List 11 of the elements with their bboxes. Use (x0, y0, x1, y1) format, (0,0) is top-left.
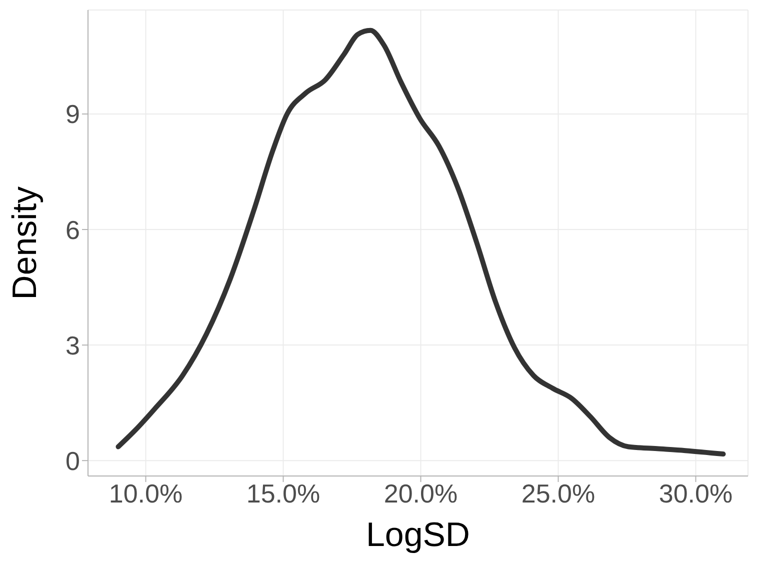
x-tick-label: 10.0% (108, 478, 183, 508)
x-tick-label: 25.0% (521, 478, 596, 508)
y-tick-label: 0 (66, 446, 80, 476)
y-tick-label: 6 (66, 214, 80, 245)
x-tick-label: 15.0% (246, 478, 320, 508)
x-axis-title: LogSD (366, 516, 470, 554)
y-axis-title: Density (6, 186, 44, 300)
x-tick-label: 20.0% (384, 478, 458, 508)
y-tick-label: 3 (66, 330, 80, 360)
x-tick-label: 30.0% (658, 478, 733, 508)
y-tick-label: 9 (66, 99, 80, 130)
